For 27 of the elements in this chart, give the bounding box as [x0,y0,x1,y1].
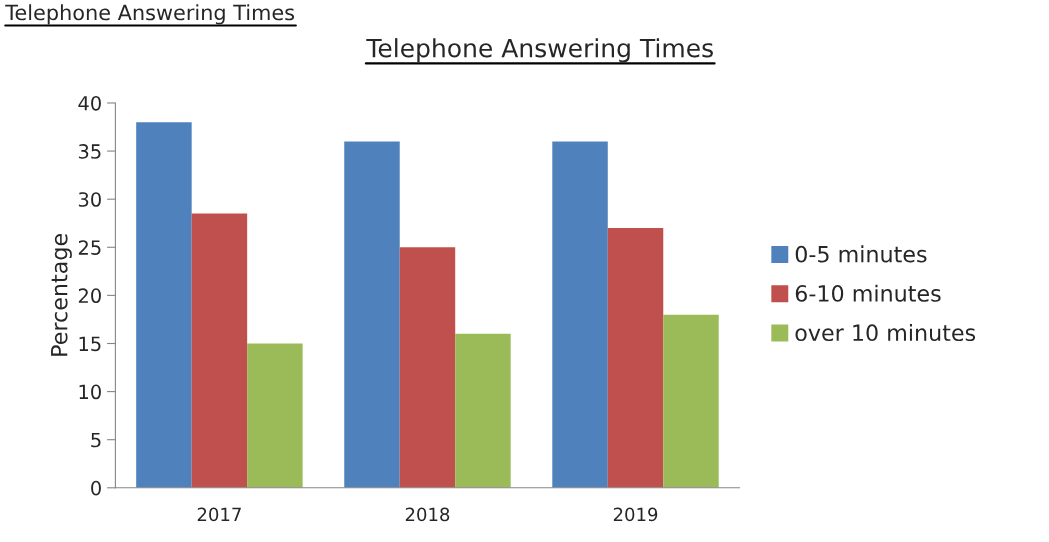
x-tick-label: 2017 [197,507,241,522]
bar [136,122,192,488]
legend-label: over 10 minutes [795,323,976,342]
y-tick-label: 25 [78,240,101,255]
y-axis-title: Percentage [51,234,72,356]
bar [663,314,719,488]
y-tick-label: 20 [78,288,101,304]
bar [344,141,400,488]
bar [607,228,664,488]
y-tick-label: 5 [91,432,101,448]
legend-label: 6-10 minutes [795,284,941,302]
text: Telephone Answering Times [5,4,295,25]
y-tick-label: 10 [79,384,101,400]
x-tick-label: 2018 [405,507,450,522]
y-tick-label: 30 [78,192,101,207]
bar [191,213,248,488]
chart-title: Telephone Answering Times [366,38,713,63]
legend-label: 0-5 minutes [795,245,927,263]
bar [552,141,608,488]
x-tick-label: 2019 [613,507,658,522]
y-tick-label: 40 [78,95,101,111]
bar [247,343,303,488]
y-tick-label: 35 [78,144,101,159]
bar [455,333,511,488]
y-tick-label: 15 [79,336,101,352]
bar [399,247,456,488]
y-tick-label: 0 [91,480,101,496]
